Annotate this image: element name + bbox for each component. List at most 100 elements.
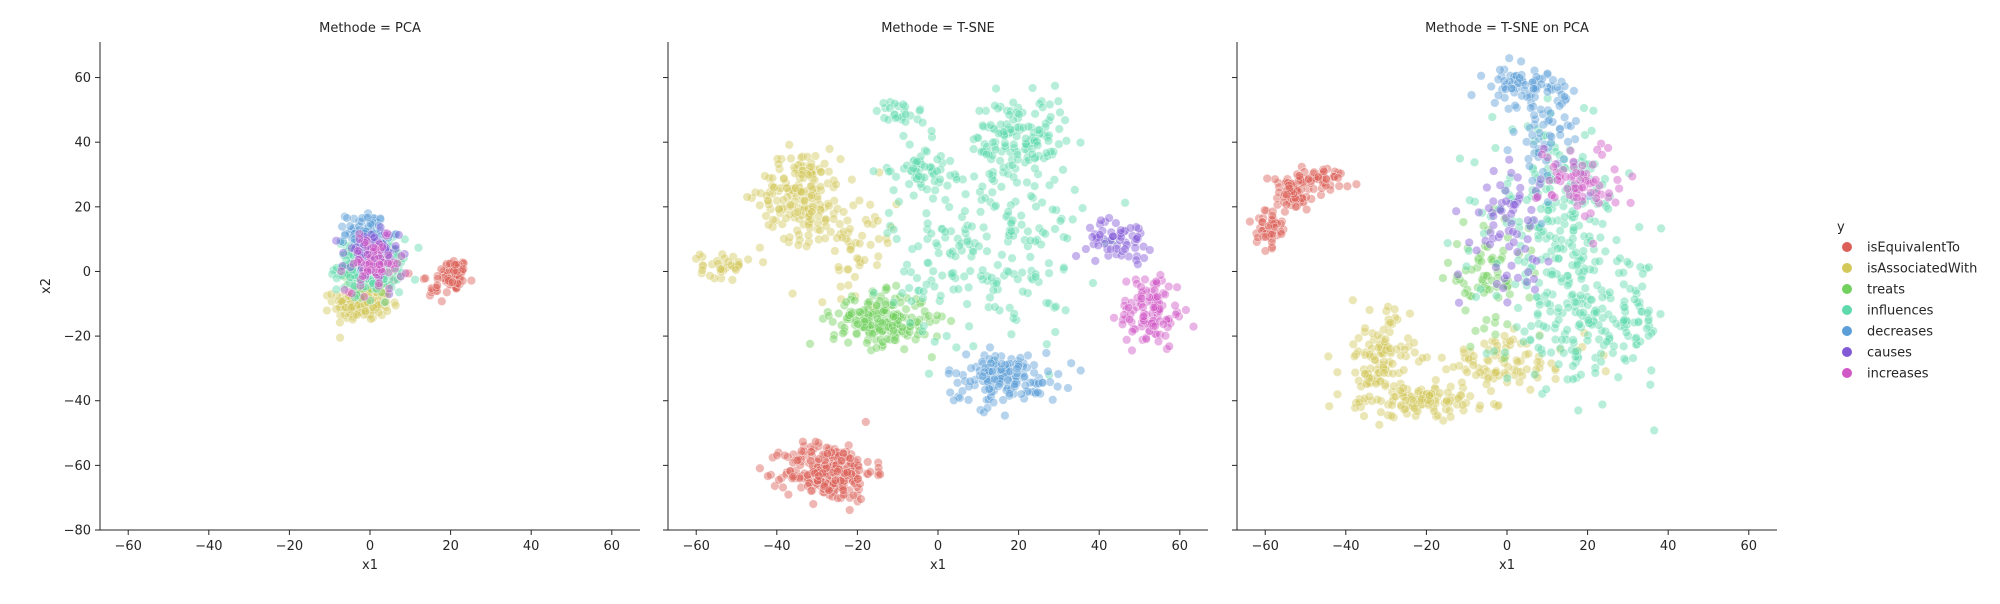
scatter-point — [806, 456, 816, 466]
scatter-point — [420, 273, 430, 283]
scatter-point — [391, 300, 401, 311]
scatter-point — [1515, 190, 1525, 200]
scatter-point — [1058, 165, 1068, 175]
scatter-point — [1133, 259, 1143, 269]
scatter-point — [1569, 223, 1579, 233]
scatter-point — [1151, 276, 1161, 287]
scatter-point — [382, 306, 392, 316]
scatter-point — [815, 182, 826, 192]
scatter-point — [1578, 246, 1588, 256]
scatter-point — [923, 218, 933, 228]
scatter-point — [914, 106, 925, 116]
scatter-point — [901, 109, 911, 119]
scatter-point — [1053, 369, 1063, 379]
scatter-point — [922, 146, 932, 157]
scatter-point — [1587, 126, 1597, 136]
scatter-point — [920, 162, 930, 172]
scatter-point — [1580, 211, 1590, 221]
scatter-point — [799, 195, 810, 205]
scatter-point — [1003, 267, 1014, 277]
scatter-point — [922, 258, 933, 268]
scatter-point — [932, 154, 942, 164]
scatter-point — [1619, 279, 1629, 290]
scatter-point — [1387, 359, 1398, 369]
scatter-point — [1544, 115, 1554, 125]
scatter-point — [987, 273, 997, 283]
scatter-point — [1478, 221, 1489, 231]
scatter-point — [805, 339, 815, 349]
legend-marker — [1842, 263, 1852, 273]
scatter-point — [1513, 273, 1523, 283]
scatter-point — [1043, 366, 1053, 377]
scatter-point — [1131, 234, 1141, 244]
x-tick-label: 20 — [442, 539, 459, 554]
scatter-point — [1062, 233, 1072, 243]
scatter-point — [994, 379, 1005, 389]
scatter-point — [808, 499, 818, 509]
legend-marker — [1842, 284, 1852, 294]
scatter-point — [1538, 321, 1548, 331]
y-tick-label: 20 — [74, 200, 91, 215]
x-tick-label: 0 — [934, 539, 942, 554]
scatter-point — [1509, 200, 1519, 210]
scatter-point — [984, 169, 995, 179]
scatter-point — [845, 245, 856, 255]
scatter-point — [924, 369, 934, 379]
scatter-point — [897, 322, 908, 332]
scatter-point — [961, 349, 971, 360]
scatter-point — [432, 280, 442, 290]
scatter-point — [1359, 411, 1369, 421]
scatter-point — [1506, 209, 1516, 219]
scatter-point — [723, 257, 733, 267]
scatter-point — [1596, 349, 1606, 359]
scatter-point — [1136, 293, 1147, 304]
scatter-point — [802, 152, 813, 162]
scatter-point — [1054, 139, 1064, 149]
scatter-point — [1012, 131, 1022, 141]
scatter-point — [322, 305, 332, 316]
scatter-point — [1561, 172, 1571, 182]
scatter-point — [383, 258, 393, 268]
scatter-point — [946, 316, 956, 326]
scatter-point — [1536, 204, 1546, 214]
scatter-point — [1620, 303, 1630, 313]
scatter-point — [1519, 337, 1529, 347]
scatter-point — [1569, 86, 1579, 96]
scatter-point — [952, 378, 963, 388]
scatter-point — [1090, 256, 1100, 266]
scatter-point — [897, 288, 907, 298]
scatter-point — [458, 276, 468, 286]
scatter-point — [1619, 315, 1629, 325]
scatter-point — [1424, 390, 1435, 401]
legend-entry: causes — [1867, 346, 1912, 361]
scatter-point — [1409, 338, 1419, 348]
scatter-point — [787, 289, 798, 299]
scatter-point — [1030, 163, 1040, 173]
scatter-point — [1646, 365, 1656, 376]
scatter-point — [824, 201, 834, 211]
scatter-point — [814, 471, 824, 481]
scatter-point — [1534, 331, 1545, 341]
scatter-point — [1468, 360, 1478, 370]
scatter-point — [1596, 357, 1606, 367]
scatter-point — [1499, 76, 1509, 86]
scatter-point — [1560, 212, 1570, 222]
scatter-point — [363, 212, 373, 222]
scatter-point — [1122, 335, 1132, 345]
x-tick-label: −20 — [1413, 539, 1440, 554]
panel-2: Methode = T-SNE −60 −40 −20 0 20 40 60 x1 — [663, 21, 1208, 573]
x-tick-label: 0 — [366, 539, 374, 554]
scatter-point — [1030, 272, 1041, 282]
scatter-point — [1026, 191, 1036, 201]
scatter-point — [1529, 110, 1539, 120]
scatter-point — [845, 453, 855, 464]
scatter-point — [1399, 365, 1409, 375]
scatter-point — [806, 447, 816, 457]
scatter-point — [1443, 258, 1453, 268]
scatter-point — [1613, 372, 1623, 382]
scatter-point — [1550, 374, 1561, 384]
scatter-point — [1350, 368, 1360, 378]
scatter-point — [1125, 223, 1136, 233]
scatter-point — [837, 232, 847, 243]
scatter-point — [1048, 395, 1058, 405]
